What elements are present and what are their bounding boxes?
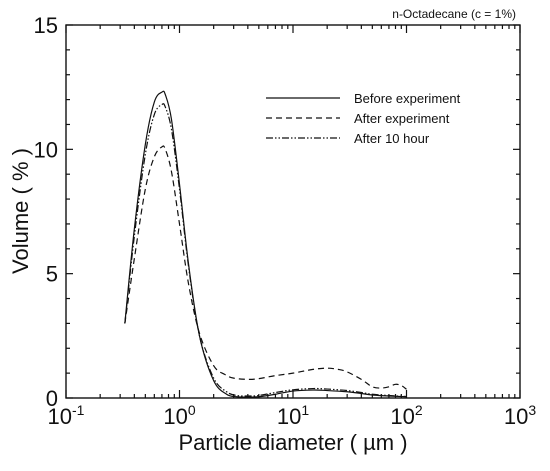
annotation: n-Octadecane (c = 1%) [392, 7, 516, 21]
series-line-3 [124, 103, 407, 398]
y-tick-label: 5 [46, 262, 58, 287]
ticks [65, 24, 521, 399]
x-tick-label: 10-1 [48, 402, 85, 429]
y-tick-label: 10 [34, 137, 58, 162]
plot-frame [65, 24, 521, 399]
tick-labels: 0 5 10 15 10-1 100 101 102 103 [34, 13, 537, 429]
series-group [124, 90, 407, 398]
x-tick-label: 102 [390, 402, 422, 429]
series-line-1 [124, 90, 407, 398]
legend-label-3: After 10 hour [354, 131, 430, 146]
y-tick-label: 15 [34, 13, 58, 38]
x-tick-label: 100 [163, 402, 195, 429]
y-tick-label: 0 [46, 386, 58, 411]
legend-label-2: After experiment [354, 111, 450, 126]
legend-label-1: Before experiment [354, 91, 461, 106]
legend: Before experiment After experiment After 1… [266, 91, 461, 146]
y-axis-title: Volume ( % ) [8, 148, 33, 274]
x-tick-label: 101 [277, 402, 309, 429]
series-line-2 [124, 145, 407, 390]
x-axis-title: Particle diameter ( µm ) [178, 430, 407, 455]
x-tick-label: 103 [504, 402, 536, 429]
